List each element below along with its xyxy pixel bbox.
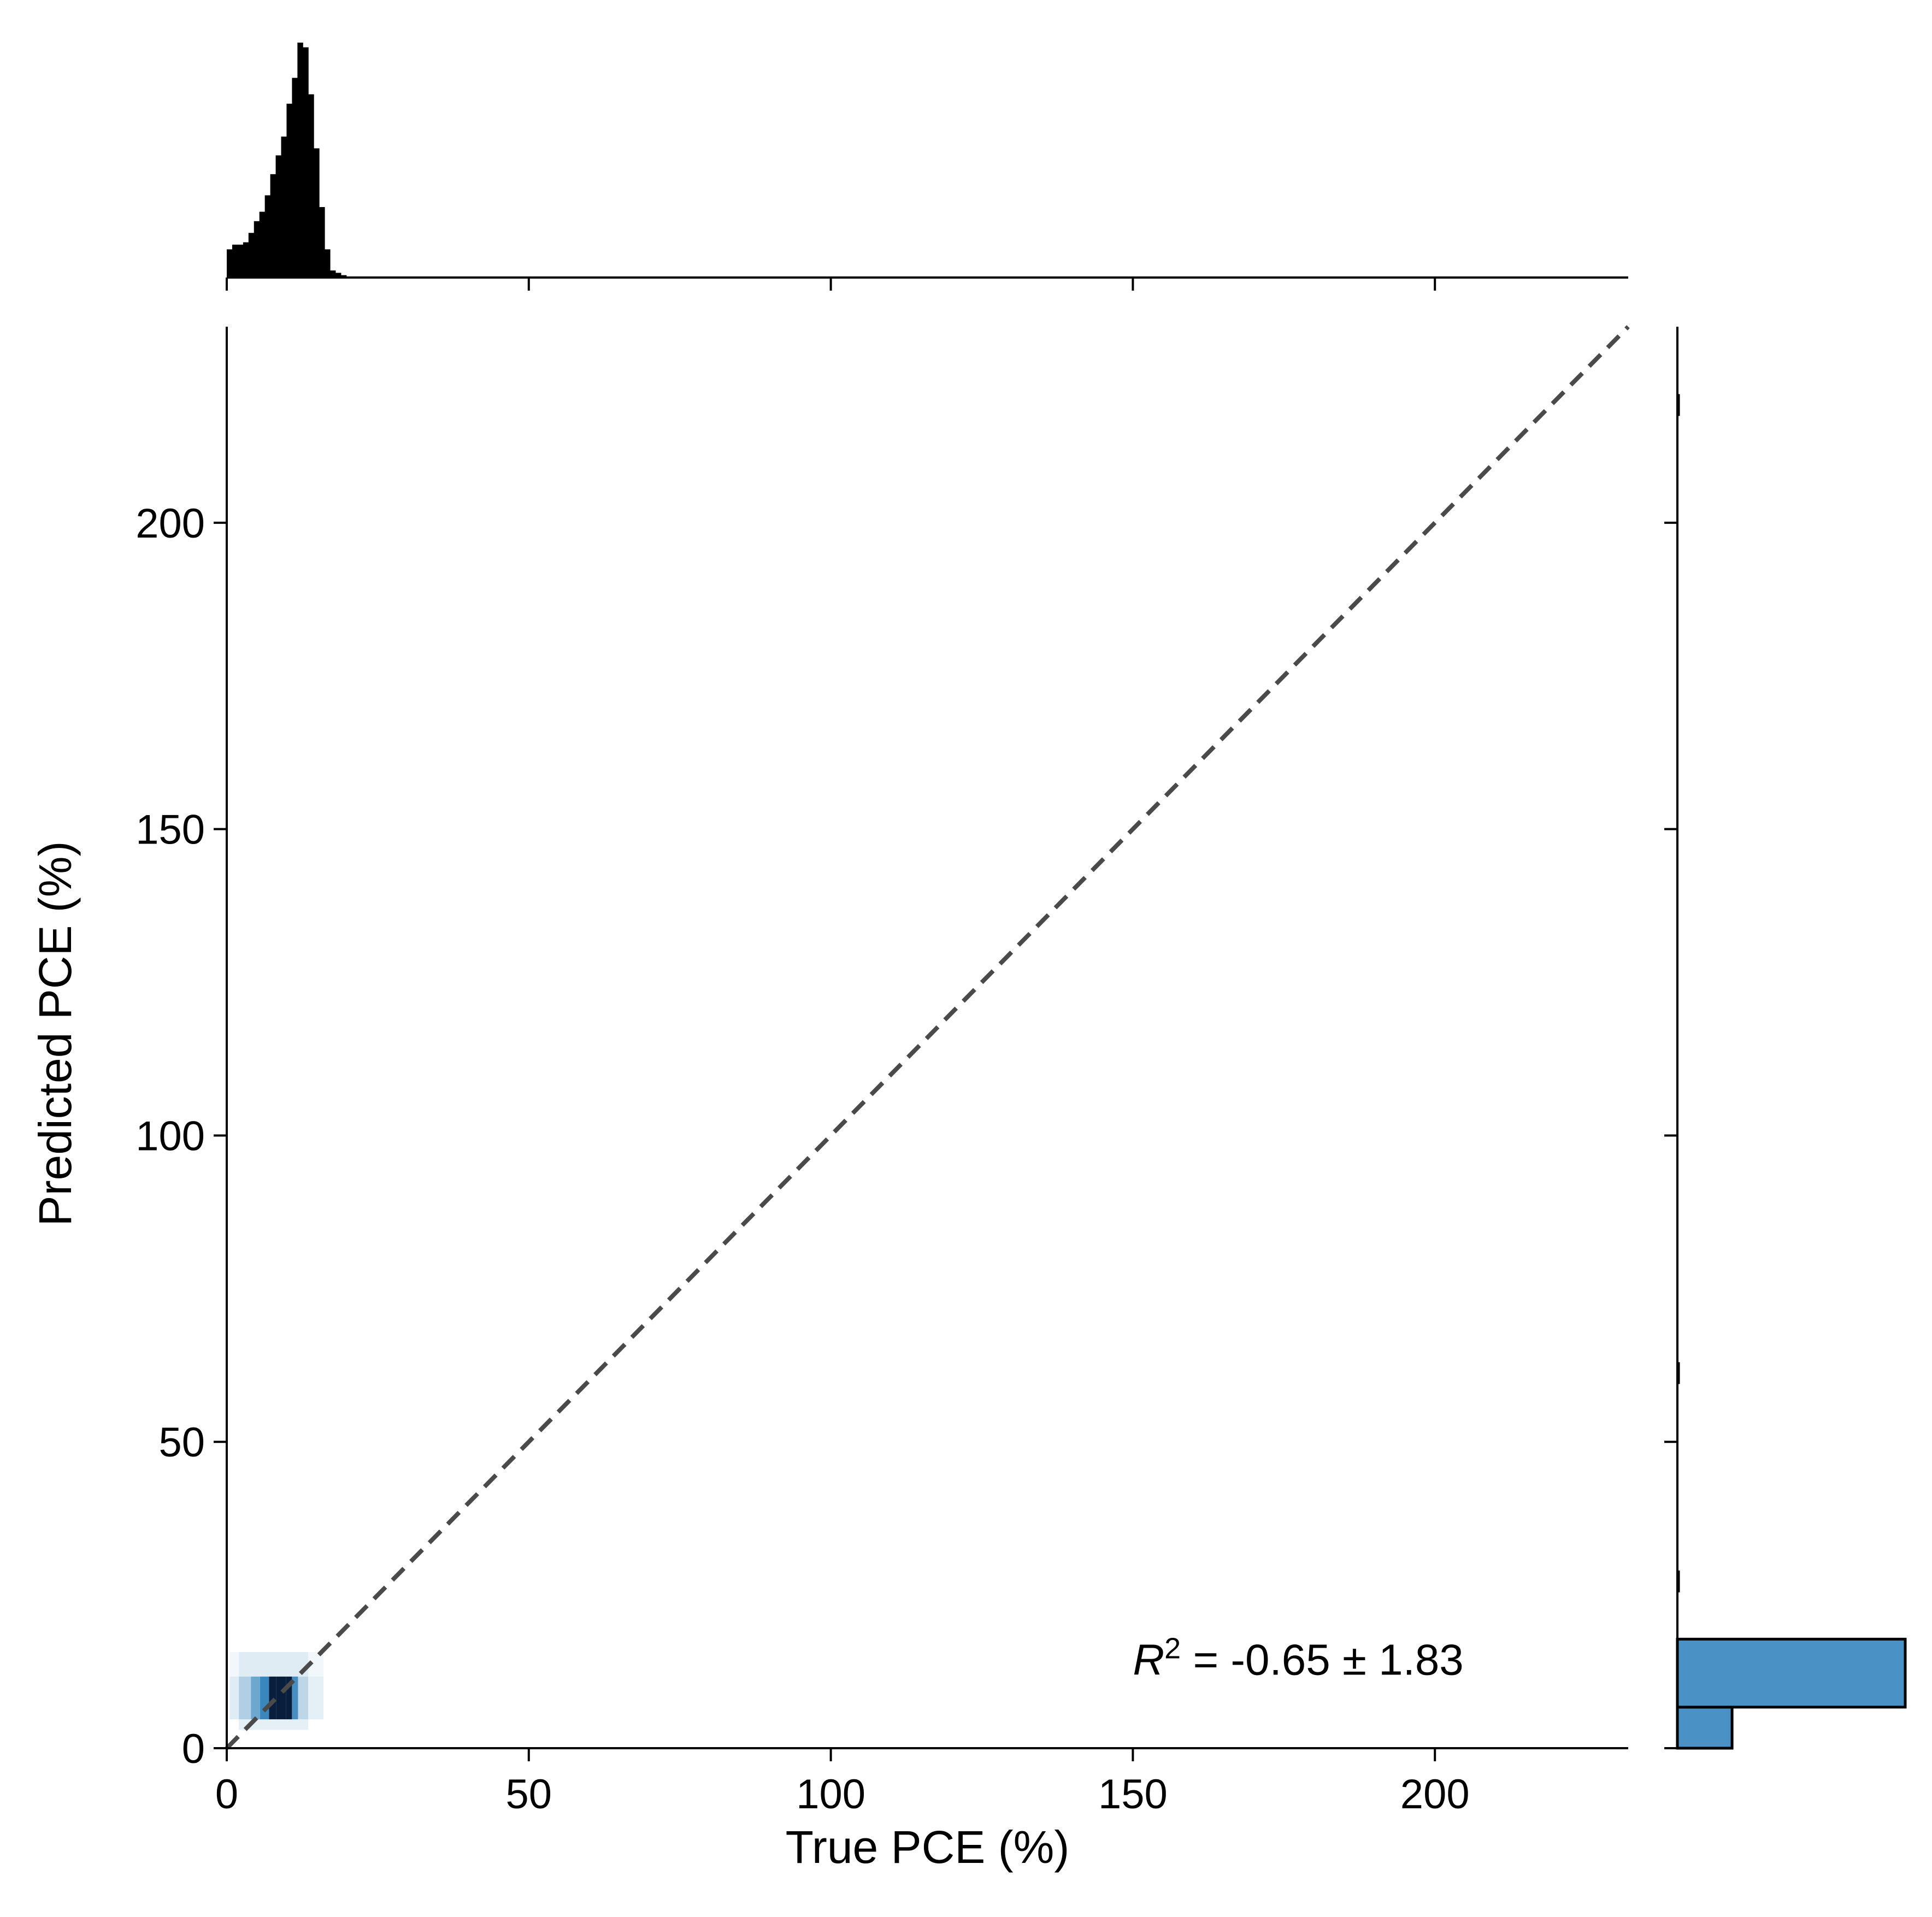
top-histogram-bar: [325, 249, 331, 278]
x-tick-label: 100: [796, 1771, 865, 1818]
density-cell: [239, 1676, 251, 1720]
main-axes: 0 50 100 150 200 0 50 100 150 200: [136, 327, 1628, 1818]
top-histogram-bar: [308, 94, 314, 278]
y-tick-label: 150: [136, 807, 205, 853]
identity-line: [225, 325, 1630, 1750]
top-histogram-bar: [286, 103, 292, 278]
x-tick-label: 0: [215, 1771, 238, 1818]
top-histogram-bar: [243, 242, 249, 278]
top-histogram-bar: [319, 207, 325, 278]
top-histogram-bar: [248, 233, 255, 278]
x-tick-label: 150: [1098, 1771, 1168, 1818]
y-tick-label: 0: [182, 1726, 205, 1772]
density-cell: [286, 1676, 292, 1720]
top-histogram-bar: [275, 155, 282, 278]
density-cell: [239, 1651, 309, 1677]
right-histogram-bar: [1676, 1706, 1734, 1750]
top-histogram-bar: [297, 43, 303, 278]
right-histogram: [1664, 327, 1907, 1750]
y-axis-label: Predicted PCE (%): [30, 841, 81, 1226]
density-cell: [260, 1676, 269, 1720]
top-histogram-bar: [237, 244, 244, 278]
density-cell: [229, 1651, 239, 1677]
r-squared-annotation: R2 = -0.65 ± 1.83: [1133, 1632, 1463, 1684]
x-tick-label: 50: [506, 1771, 552, 1818]
density-cell: [251, 1676, 260, 1720]
top-histogram-bar: [264, 195, 271, 278]
top-histogram-bar: [335, 273, 341, 278]
top-histogram-bar: [232, 244, 238, 278]
r-squared-exponent: 2: [1164, 1632, 1181, 1665]
density-cell: [308, 1676, 323, 1720]
top-histogram: [226, 43, 1628, 291]
top-histogram-bar: [281, 137, 287, 278]
top-histogram-bar: [227, 249, 233, 278]
r-squared-symbol: R: [1133, 1635, 1164, 1684]
density-heatmap: [229, 1651, 323, 1730]
r-squared-value: = -0.65 ± 1.83: [1181, 1635, 1464, 1684]
density-cell: [281, 1676, 286, 1720]
top-histogram-bar: [330, 270, 336, 278]
top-histogram-bar: [259, 211, 266, 278]
density-cell: [298, 1676, 309, 1720]
top-histogram-bar: [254, 221, 260, 278]
x-tick-label: 200: [1400, 1771, 1470, 1818]
top-histogram-bar: [314, 148, 320, 278]
top-histogram-bar: [303, 47, 309, 278]
density-cell: [229, 1676, 239, 1720]
y-tick-label: 50: [158, 1419, 205, 1466]
top-histogram-bar: [292, 78, 298, 278]
density-cell: [276, 1676, 281, 1720]
density-cell: [292, 1676, 298, 1720]
density-cell: [269, 1676, 276, 1720]
y-tick-label: 100: [136, 1113, 205, 1159]
right-histogram-bar: [1676, 1637, 1907, 1709]
density-cell: [239, 1719, 309, 1730]
top-histogram-bar: [340, 275, 347, 278]
y-tick-label: 200: [136, 500, 205, 547]
x-axis-label: True PCE (%): [786, 1821, 1070, 1873]
top-histogram-bar: [270, 174, 276, 278]
